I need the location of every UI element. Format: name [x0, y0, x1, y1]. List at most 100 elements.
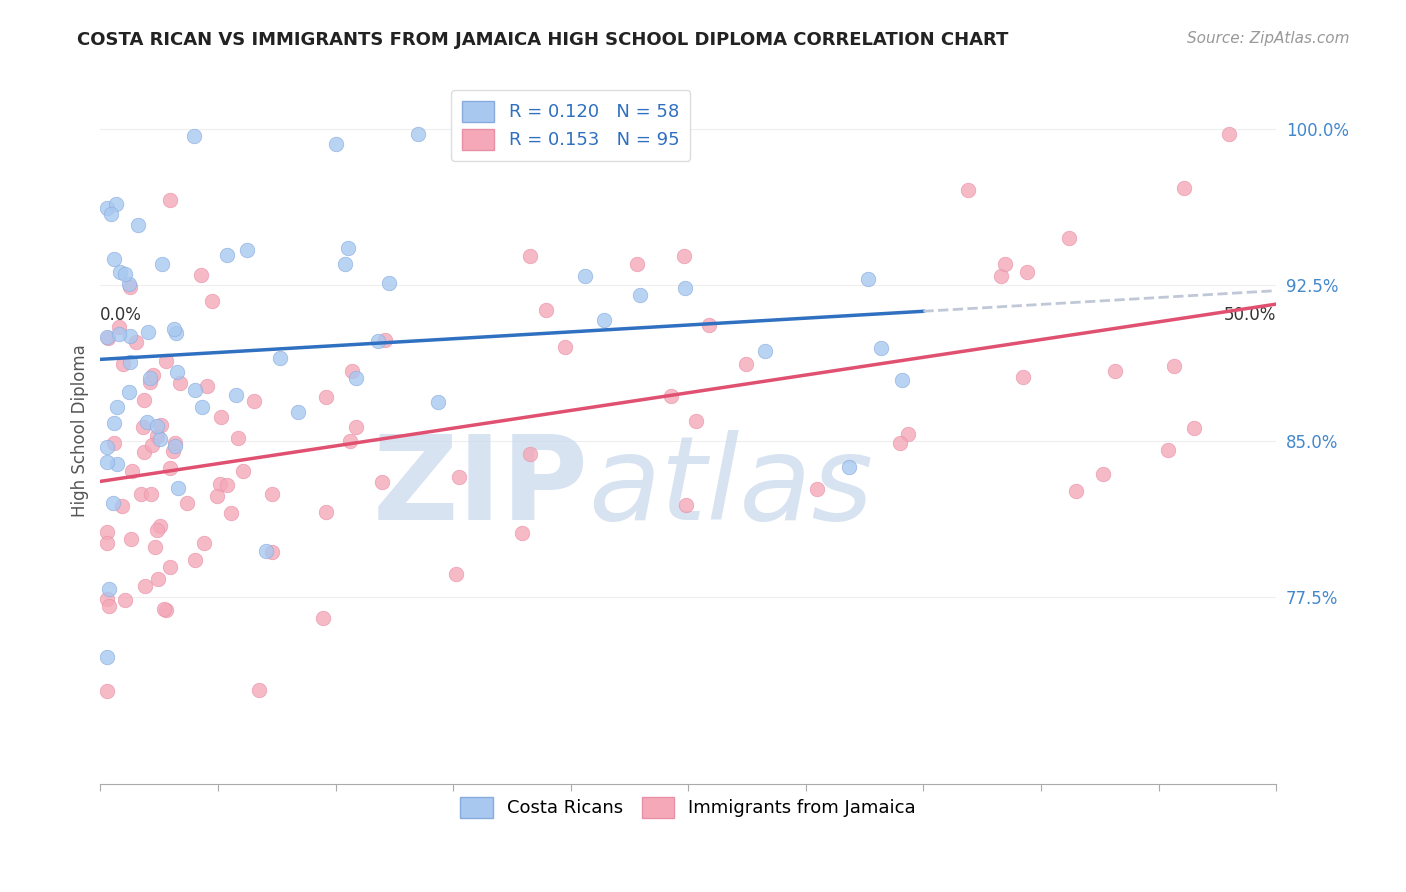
- Point: [1057, 231, 1080, 245]
- Point: [672, 249, 695, 263]
- Point: [162, 443, 184, 458]
- Point: [510, 525, 533, 540]
- Point: [120, 355, 142, 369]
- Point: [990, 268, 1012, 283]
- Point: [659, 389, 682, 403]
- Point: [125, 334, 148, 349]
- Point: [344, 419, 367, 434]
- Point: [1163, 359, 1185, 373]
- Point: [97, 331, 120, 345]
- Point: [1104, 364, 1126, 378]
- Point: [96, 684, 118, 698]
- Point: [105, 400, 128, 414]
- Point: [444, 567, 467, 582]
- Point: [858, 271, 880, 285]
- Point: [371, 475, 394, 489]
- Point: [201, 294, 224, 309]
- Point: [592, 313, 614, 327]
- Text: COSTA RICAN VS IMMIGRANTS FROM JAMAICA HIGH SCHOOL DIPLOMA CORRELATION CHART: COSTA RICAN VS IMMIGRANTS FROM JAMAICA H…: [77, 31, 1008, 49]
- Point: [159, 460, 181, 475]
- Point: [105, 457, 128, 471]
- Point: [163, 322, 186, 336]
- Point: [1012, 369, 1035, 384]
- Point: [118, 279, 141, 293]
- Point: [190, 401, 212, 415]
- Point: [149, 519, 172, 533]
- Point: [377, 276, 399, 290]
- Point: [153, 601, 176, 615]
- Point: [155, 603, 177, 617]
- Point: [269, 351, 291, 366]
- Point: [176, 496, 198, 510]
- Y-axis label: High School Diploma: High School Diploma: [72, 344, 89, 517]
- Point: [100, 207, 122, 221]
- Point: [98, 599, 121, 614]
- Point: [232, 464, 254, 478]
- Point: [184, 383, 207, 397]
- Point: [150, 257, 173, 271]
- Point: [143, 541, 166, 555]
- Point: [426, 395, 449, 409]
- Point: [449, 470, 471, 484]
- Point: [838, 459, 860, 474]
- Point: [145, 418, 167, 433]
- Point: [190, 268, 212, 283]
- Point: [136, 325, 159, 339]
- Point: [406, 127, 429, 141]
- Point: [118, 385, 141, 400]
- Point: [994, 257, 1017, 271]
- Point: [142, 368, 165, 382]
- Point: [333, 257, 356, 271]
- Point: [118, 277, 141, 292]
- Point: [337, 241, 360, 255]
- Point: [129, 487, 152, 501]
- Point: [1017, 265, 1039, 279]
- Point: [96, 441, 118, 455]
- Point: [139, 375, 162, 389]
- Point: [1182, 421, 1205, 435]
- Point: [135, 416, 157, 430]
- Point: [103, 417, 125, 431]
- Point: [96, 592, 118, 607]
- Point: [367, 334, 389, 348]
- Text: Source: ZipAtlas.com: Source: ZipAtlas.com: [1187, 31, 1350, 46]
- Point: [225, 388, 247, 402]
- Point: [226, 431, 249, 445]
- Point: [735, 358, 758, 372]
- Point: [1064, 484, 1087, 499]
- Point: [247, 683, 270, 698]
- Point: [132, 444, 155, 458]
- Point: [574, 269, 596, 284]
- Point: [754, 344, 776, 359]
- Point: [184, 553, 207, 567]
- Point: [107, 327, 129, 342]
- Point: [111, 499, 134, 513]
- Point: [339, 434, 361, 448]
- Point: [1092, 467, 1115, 482]
- Point: [315, 390, 337, 404]
- Point: [165, 435, 187, 450]
- Point: [169, 376, 191, 391]
- Point: [287, 404, 309, 418]
- Point: [141, 437, 163, 451]
- Point: [890, 373, 912, 387]
- Text: 50.0%: 50.0%: [1223, 306, 1277, 324]
- Point: [127, 218, 149, 232]
- Point: [167, 481, 190, 495]
- Point: [120, 532, 142, 546]
- Point: [1156, 442, 1178, 457]
- Point: [628, 288, 651, 302]
- Point: [554, 340, 576, 354]
- Point: [236, 244, 259, 258]
- Point: [96, 201, 118, 215]
- Point: [260, 486, 283, 500]
- Point: [96, 330, 118, 344]
- Point: [869, 341, 891, 355]
- Point: [146, 428, 169, 442]
- Point: [114, 593, 136, 607]
- Point: [312, 611, 335, 625]
- Point: [134, 392, 156, 407]
- Point: [697, 318, 720, 332]
- Point: [260, 545, 283, 559]
- Point: [242, 393, 264, 408]
